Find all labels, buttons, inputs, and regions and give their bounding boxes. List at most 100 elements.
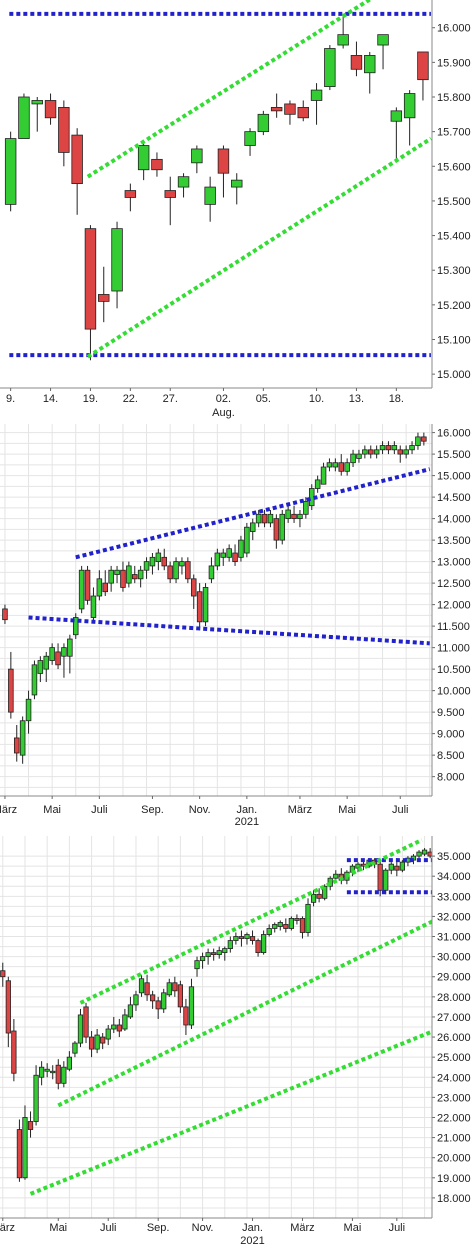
candles — [2, 432, 427, 764]
candle-body — [8, 668, 14, 713]
candle-body — [421, 436, 427, 442]
y-tick-label: 15.200 — [437, 300, 471, 312]
x-tick-label: 9. — [6, 393, 15, 405]
y-tick-label: 18.000 — [437, 1193, 471, 1205]
candle-body — [385, 445, 392, 451]
y-tick-label: 30.000 — [437, 952, 471, 964]
candle-body — [137, 569, 144, 580]
candle-body — [303, 501, 309, 515]
candle-body — [90, 595, 97, 618]
candle-body — [350, 453, 356, 464]
candle-body — [261, 513, 268, 524]
candle-body — [122, 1014, 128, 1030]
x-tick-label: Mai — [338, 804, 356, 816]
x-tick-label: Nov. — [192, 1222, 214, 1234]
y-tick-label: 14.000 — [437, 514, 471, 526]
candle-body — [399, 861, 405, 871]
candle-body — [294, 918, 300, 921]
candle-body — [177, 176, 190, 188]
candle-body — [31, 664, 38, 696]
candle-body — [299, 918, 306, 933]
trend-lines — [28, 467, 431, 646]
candle-body — [238, 539, 244, 558]
candle-body — [61, 647, 67, 657]
candle-body — [208, 565, 215, 580]
candle-body — [391, 445, 398, 451]
candle-body — [255, 940, 261, 954]
candle-body — [172, 982, 178, 992]
x-tick-label: Juli — [100, 1222, 117, 1234]
x-tick-label: Juli — [389, 1222, 406, 1234]
y-tick-label: 32.000 — [437, 911, 471, 923]
y-axis: 16.000 15.500 15.000 14.500 14.000 13.500 13.0… — [431, 424, 471, 796]
candle-body — [98, 294, 110, 302]
candle-body — [25, 698, 32, 722]
candle-body — [161, 556, 168, 567]
candle-body — [183, 1006, 189, 1026]
candle-body — [427, 851, 432, 857]
chart-weekly-candlestick-lower: 35.000 34.000 33.000 32.000 31.000 30.000 29.0… — [0, 836, 471, 1247]
y-tick-label: 10.500 — [437, 664, 471, 676]
grid — [0, 424, 432, 796]
candle-body — [238, 936, 245, 939]
x-tick-label: 22. — [123, 393, 138, 405]
candle-body — [13, 737, 20, 754]
candle-body — [337, 34, 349, 46]
candle-body — [164, 190, 176, 198]
candle-body — [44, 1068, 50, 1072]
candles — [0, 848, 432, 1182]
x-tick-label: 02. — [216, 393, 231, 405]
y-tick-label: 21.000 — [437, 1133, 471, 1145]
y-tick-label: 13.500 — [437, 535, 471, 547]
candle-body — [78, 569, 85, 610]
x-tick-label: 18. — [389, 393, 404, 405]
candle-body — [244, 934, 250, 939]
y-tick-label: 15.500 — [437, 196, 471, 208]
candle-body — [149, 556, 156, 567]
x-tick-label: März — [290, 1222, 314, 1234]
candle-body — [283, 924, 289, 929]
candle-body — [143, 561, 150, 571]
candle-body — [267, 513, 274, 524]
x-tick-label: Juli — [91, 804, 108, 816]
y-tick-label: 33.000 — [437, 891, 471, 903]
x-tick-label: 13. — [349, 393, 364, 405]
candle-body — [190, 578, 197, 597]
x-axis: 9. 14. 19. 22. 27. 02. 05. 10. 13. 18. Aug. — [0, 387, 432, 419]
candle-body — [150, 994, 156, 1002]
candle-body — [388, 863, 394, 871]
candle-body — [273, 518, 280, 541]
candle-body — [379, 445, 386, 451]
y-tick-label: 14.500 — [437, 492, 471, 504]
x-tick-label: Sep. — [147, 1222, 170, 1234]
y-tick-label: 15.400 — [437, 231, 471, 243]
candle-body — [205, 952, 211, 958]
y-tick-label: 28.000 — [437, 992, 471, 1004]
candle-body — [161, 992, 167, 1010]
candle-body — [320, 466, 327, 485]
candle-body — [285, 509, 291, 520]
candle-body — [2, 608, 8, 621]
trend-lines — [29, 838, 432, 1196]
candle-body — [324, 48, 336, 88]
candle-body — [226, 548, 232, 558]
x-axis-sublabel: 2021 — [235, 816, 259, 828]
candle-body — [350, 55, 363, 70]
candle-body — [126, 565, 132, 584]
candle-body — [305, 903, 311, 933]
x-tick-label: 05. — [256, 393, 271, 405]
candle-body — [383, 869, 389, 891]
candle-body — [332, 462, 339, 468]
candle-body — [403, 93, 416, 119]
candle-body — [326, 462, 333, 468]
x-tick-label: 19. — [83, 393, 98, 405]
candle-body — [116, 1024, 122, 1032]
candle-body — [204, 186, 216, 205]
candle-body — [244, 526, 250, 554]
candle-body — [257, 113, 270, 133]
candle-body — [272, 924, 278, 929]
candle-body — [310, 893, 317, 903]
candle-body — [185, 561, 191, 580]
candle-body — [377, 34, 389, 46]
candle-body — [84, 228, 97, 330]
